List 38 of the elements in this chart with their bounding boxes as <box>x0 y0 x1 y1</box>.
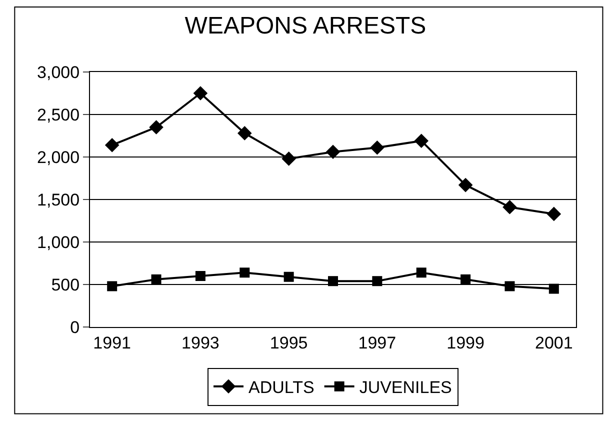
point <box>240 268 250 278</box>
legend-label: ADULTS <box>248 378 314 397</box>
y-tick-label: 1,500 <box>37 190 80 210</box>
point <box>548 284 559 294</box>
point <box>328 276 338 286</box>
point <box>104 138 120 152</box>
y-tick-label: 1,000 <box>37 232 80 252</box>
y-tick-label: 500 <box>51 275 80 294</box>
x-tick-label: 1997 <box>358 333 396 352</box>
legend-label: JUVENILES <box>359 378 452 397</box>
point <box>149 120 164 134</box>
point <box>284 272 294 282</box>
point <box>107 281 118 292</box>
point <box>237 126 252 140</box>
point <box>151 274 162 284</box>
point <box>282 152 296 166</box>
point <box>414 134 429 148</box>
point <box>370 140 384 155</box>
x-tick-label: 1999 <box>446 333 484 352</box>
point <box>416 268 426 278</box>
point <box>502 200 517 214</box>
y-tick-label: 0 <box>70 318 80 337</box>
point <box>458 178 473 192</box>
x-tick-label: 2001 <box>534 333 573 352</box>
point <box>326 144 340 160</box>
point <box>372 276 382 286</box>
x-tick-label: 1995 <box>270 333 308 352</box>
point <box>193 86 208 100</box>
y-tick-label: 2,000 <box>37 148 80 167</box>
point <box>546 206 562 222</box>
point <box>195 271 206 281</box>
x-tick-label: 1991 <box>93 333 132 352</box>
y-tick-label: 3,000 <box>37 62 80 82</box>
point <box>460 274 471 284</box>
x-tick-label: 1993 <box>182 333 220 352</box>
point <box>504 281 515 292</box>
chart-title: WEAPONS ARRESTS <box>184 12 426 40</box>
y-tick-label: 2,500 <box>37 105 80 124</box>
